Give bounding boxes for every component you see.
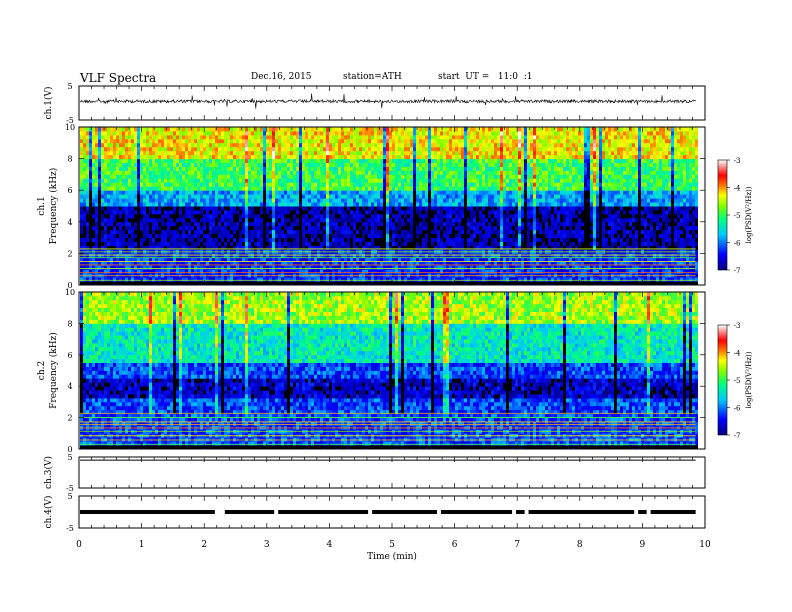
x-tick-label: 5 xyxy=(389,540,395,550)
panel-3-ytick-label: 2 xyxy=(67,414,72,423)
colorbar-tick-label: -3 xyxy=(734,157,741,165)
panel-3-ytick-label: 0 xyxy=(67,445,72,454)
ch1-ylabel-freq: Frequency (kHz) xyxy=(48,168,59,245)
ch2-ylabel-freq: Frequency (kHz) xyxy=(48,332,59,409)
panel-2-ytick-label: 4 xyxy=(67,218,72,227)
x-tick-label: 8 xyxy=(577,540,583,550)
figure-title: VLF Spectra xyxy=(80,71,157,85)
colorbar-label: log(PSD(V²/Hz)) xyxy=(745,186,753,243)
colorbar-label: log(PSD(V²/Hz)) xyxy=(745,351,753,408)
x-axis-label: Time (min) xyxy=(367,551,417,562)
ch1-ylabel: ch.1 xyxy=(37,196,47,215)
colorbar-tick-label: -6 xyxy=(734,240,741,248)
colorbar-tick-label: -5 xyxy=(734,212,741,220)
colorbar-tick-label: -4 xyxy=(734,185,741,193)
ch2-ylabel: ch.2 xyxy=(37,361,47,380)
ch4-waveform-trace xyxy=(80,510,696,514)
start-time-label: start UT = 11:0 :1 xyxy=(438,72,533,82)
date-label: Dec.16, 2015 xyxy=(251,72,312,82)
panel-1-ytick-label: 5 xyxy=(67,82,72,91)
x-tick-label: 4 xyxy=(327,540,333,550)
panel-2-ytick-label: 8 xyxy=(67,155,72,164)
panel-3-ytick-label: 10 xyxy=(65,288,75,297)
panel-4-ytick-label: -5 xyxy=(66,484,74,493)
station-label: station=ATH xyxy=(343,72,402,82)
ch4-ylabel: ch.4(V) xyxy=(43,496,54,529)
x-tick-label: 3 xyxy=(264,540,270,550)
ch1-spectrogram xyxy=(80,127,698,286)
colorbar-tick-label: -7 xyxy=(734,267,741,275)
ch3-ylabel: ch.3(V) xyxy=(43,456,54,489)
x-tick-label: 10 xyxy=(699,540,711,550)
colorbar-tick-label: -4 xyxy=(734,350,741,358)
panel-5-ytick-label: -5 xyxy=(66,524,74,533)
panel-2-ytick-label: 2 xyxy=(67,249,72,258)
panel-2-ytick-label: 10 xyxy=(65,123,75,132)
x-tick-label: 2 xyxy=(201,540,207,550)
panel-4-ytick-label: 5 xyxy=(67,453,72,462)
panel-1-ytick-label: -5 xyxy=(66,116,74,125)
colorbar-tick-label: -3 xyxy=(734,322,741,330)
x-tick-label: 1 xyxy=(139,540,145,550)
ch2-colorbar xyxy=(717,324,728,436)
colorbar-tick-label: -6 xyxy=(734,405,741,413)
ch1-ylabel: ch.1(V) xyxy=(43,87,54,120)
ch1-waveform-trace xyxy=(79,93,696,109)
x-tick-label: 7 xyxy=(514,540,520,550)
colorbar-tick-label: -7 xyxy=(734,432,741,440)
ch1-colorbar xyxy=(717,159,728,271)
panel-5-ytick-label: 5 xyxy=(67,492,72,501)
colorbar-tick-label: -5 xyxy=(734,377,741,385)
panel-3-ytick-label: 4 xyxy=(67,382,72,391)
panel-3-ytick-label: 6 xyxy=(67,351,72,360)
ch2-spectrogram xyxy=(80,292,698,450)
x-tick-label: 6 xyxy=(452,540,458,550)
panel-2-ytick-label: 6 xyxy=(67,186,72,195)
panel-2-ytick-label: 0 xyxy=(67,281,72,290)
x-tick-label: 9 xyxy=(640,540,646,550)
panel-3-ytick-label: 8 xyxy=(67,319,72,328)
x-tick-label: 0 xyxy=(76,540,82,550)
panel-frame-1 xyxy=(78,85,706,121)
